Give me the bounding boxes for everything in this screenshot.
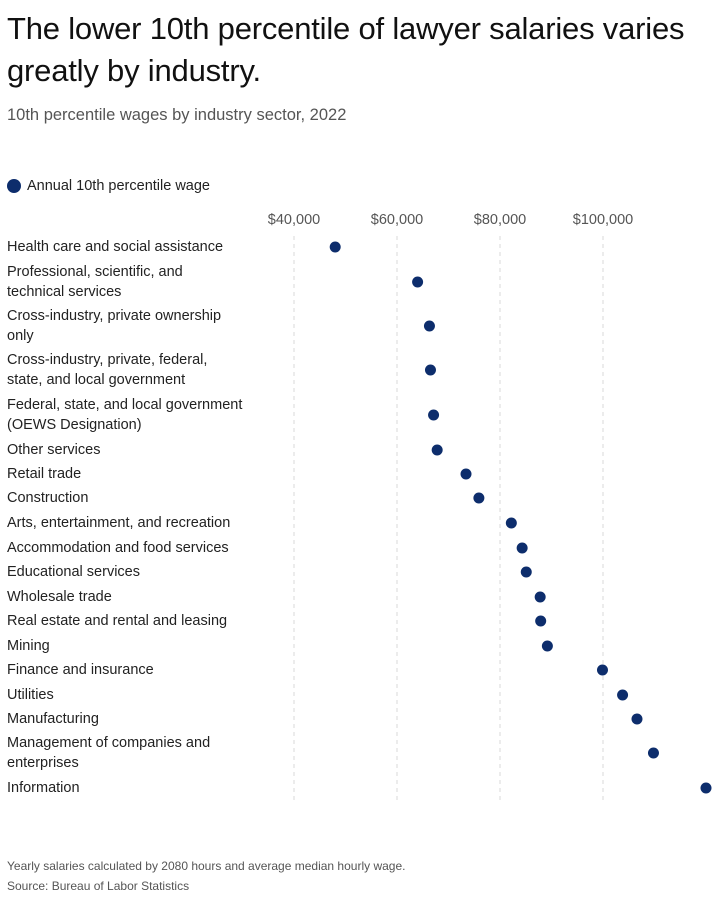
category-label: Federal, state, and local government (OEW… <box>7 397 243 433</box>
data-point <box>516 542 528 554</box>
x-tick-label: $40,000 <box>267 212 321 228</box>
category-label: Professional, scientific, and technical s… <box>7 264 183 300</box>
chart-title: The lower 10th percentile of lawyer sala… <box>7 11 685 88</box>
data-point <box>541 640 553 652</box>
category-label: Utilities <box>7 687 54 703</box>
data-point <box>428 409 440 421</box>
category-label: Educational services <box>7 564 140 580</box>
category-label: Health care and social assistance <box>7 239 224 255</box>
category-label: Accommodation and food services <box>7 540 229 556</box>
category-label: Arts, entertainment, and recreation <box>7 515 231 531</box>
data-point <box>617 689 629 701</box>
category-label: Management of companies and enterprises <box>7 735 211 771</box>
data-point <box>535 615 547 627</box>
category-label: Finance and insurance <box>7 662 154 678</box>
data-point <box>534 591 546 603</box>
footnote-method: Yearly salaries calculated by 2080 hours… <box>7 859 406 873</box>
footnote-source: Source: Bureau of Labor Statistics <box>7 879 190 893</box>
data-point <box>505 517 517 529</box>
x-tick-label: $80,000 <box>473 212 527 228</box>
category-label: Cross-industry, private, federal, state, … <box>7 352 208 388</box>
data-point <box>329 241 341 253</box>
data-point <box>520 566 532 578</box>
category-label: Wholesale trade <box>7 589 112 605</box>
category-label: Cross-industry, private ownership only <box>7 308 222 344</box>
x-tick-label: $100,000 <box>572 212 634 228</box>
data-point <box>647 747 659 759</box>
legend-dot-icon <box>7 179 21 193</box>
category-label: Construction <box>7 490 89 506</box>
data-point <box>412 276 424 288</box>
category-label: Mining <box>7 638 50 654</box>
data-point <box>473 492 485 504</box>
legend: Annual 10th percentile wage <box>7 178 210 194</box>
data-point <box>431 444 443 456</box>
data-point <box>424 364 436 376</box>
data-point <box>423 320 435 332</box>
category-label: Retail trade <box>7 466 82 482</box>
category-label: Manufacturing <box>7 711 99 727</box>
legend-label: Annual 10th percentile wage <box>27 178 210 194</box>
category-label: Information <box>7 780 80 796</box>
category-label: Real estate and rental and leasing <box>7 613 228 629</box>
chart-subtitle: 10th percentile wages by industry sector… <box>7 106 347 124</box>
data-point <box>460 468 472 480</box>
x-tick-label: $60,000 <box>370 212 424 228</box>
data-point <box>700 782 712 794</box>
data-point <box>631 713 643 725</box>
category-label: Other services <box>7 442 101 458</box>
data-point <box>596 664 608 676</box>
